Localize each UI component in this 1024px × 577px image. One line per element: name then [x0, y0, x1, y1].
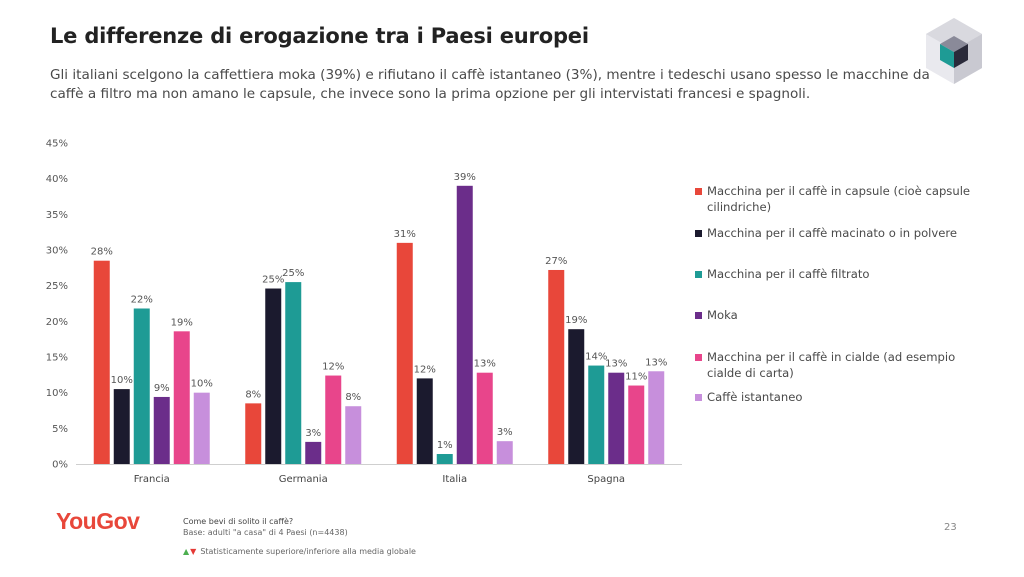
legend-swatch — [695, 188, 702, 195]
bar-data-label: 19% — [171, 317, 193, 328]
bar — [265, 288, 282, 464]
bar-data-label: 31% — [394, 229, 416, 240]
legend-label: Macchina per il caffè in capsule (cioè c… — [707, 184, 971, 214]
y-tick-label: 30% — [46, 246, 68, 257]
bar — [416, 378, 433, 464]
x-tick-label: Francia — [134, 474, 170, 485]
bar-data-label: 27% — [545, 256, 567, 267]
bar-data-label: 3% — [497, 427, 513, 438]
bar-data-label: 1% — [437, 440, 453, 451]
page-title: Le differenze di erogazione tra i Paesi … — [50, 24, 589, 48]
bar — [133, 308, 150, 464]
bar-data-label: 12% — [322, 362, 344, 373]
bar — [285, 282, 302, 464]
bar — [153, 396, 170, 464]
bar — [193, 392, 210, 464]
bar — [345, 406, 362, 464]
bar-data-label: 22% — [131, 294, 153, 305]
y-tick-label: 5% — [52, 424, 68, 435]
bar — [245, 403, 262, 464]
bar-data-label: 25% — [282, 268, 304, 279]
y-tick-label: 35% — [46, 210, 68, 221]
legend-swatch — [695, 354, 702, 361]
bar — [496, 441, 513, 464]
bar — [113, 389, 130, 464]
legend-swatch — [695, 230, 702, 237]
legend-swatch — [695, 271, 702, 278]
y-tick-label: 45% — [46, 139, 68, 150]
y-tick-label: 40% — [46, 174, 68, 185]
isometric-cube-icon — [926, 18, 982, 84]
bar — [325, 375, 342, 464]
legend-item: Moka — [695, 307, 977, 323]
bar — [305, 441, 322, 464]
bar-data-label: 9% — [154, 383, 170, 394]
bar-data-label: 14% — [585, 352, 607, 363]
legend-item: Macchina per il caffè macinato o in polv… — [695, 225, 977, 241]
bar-data-label: 25% — [262, 275, 284, 286]
x-tick-label: Italia — [442, 474, 467, 485]
bar — [648, 371, 665, 464]
bar-data-label: 13% — [474, 359, 496, 370]
bar — [628, 385, 645, 464]
legend-label: Macchina per il caffè filtrato — [707, 267, 870, 281]
bar-data-label: 28% — [91, 247, 113, 258]
y-tick-label: 0% — [52, 460, 68, 471]
y-tick-label: 25% — [46, 281, 68, 292]
bar-group: 28% 10% 22% 9% 19% 10% 8% 25%25% 3% 12% 8% 31% 12% 1%… — [91, 172, 667, 465]
significance-text: Statisticamente superiore/inferiore alla… — [200, 547, 416, 556]
y-axis: 0% 5% 10% 15% 20% 25% 30% 35% 40% 45% — [46, 139, 68, 471]
yougov-logo: YouGov — [56, 508, 140, 534]
legend-label: Macchina per il caffè macinato o in polv… — [707, 226, 958, 240]
y-tick-label: 10% — [46, 388, 68, 399]
y-tick-label: 20% — [46, 317, 68, 328]
legend-swatch — [695, 312, 702, 319]
bar-data-label: 10% — [191, 379, 213, 390]
bar — [568, 329, 585, 464]
bar — [436, 454, 453, 464]
bar-data-label: 8% — [245, 389, 261, 400]
bar-data-label: 8% — [345, 392, 361, 403]
x-axis: Francia Germania Italia Spagna — [76, 464, 682, 485]
bar — [456, 185, 473, 465]
bar-data-label: 13% — [645, 357, 667, 368]
legend-item: Macchina per il caffè in cialde (ad esem… — [695, 349, 977, 381]
legend-item: Macchina per il caffè filtrato — [695, 266, 977, 282]
bar-data-label: 13% — [605, 359, 627, 370]
page-subtitle: Gli italiani scelgono la caffettiera mok… — [50, 67, 930, 102]
bar — [173, 331, 190, 464]
survey-question: Come bevi di solito il caffè? — [183, 517, 294, 526]
bar-data-label: 3% — [305, 428, 321, 439]
triangle-up-icon: ▲ — [183, 547, 190, 556]
triangle-down-icon: ▼ — [190, 547, 197, 556]
legend-item: Macchina per il caffè in capsule (cioè c… — [695, 183, 977, 215]
bar-data-label: 39% — [454, 172, 476, 183]
bar-data-label: 12% — [414, 364, 436, 375]
page-number: 23 — [944, 522, 957, 533]
significance-note: ▲ ▼ Statisticamente superiore/inferiore … — [183, 547, 416, 556]
legend-label: Moka — [707, 308, 738, 322]
x-tick-label: Spagna — [587, 474, 625, 485]
survey-base: Base: adulti "a casa" di 4 Paesi (n=4438… — [183, 528, 348, 537]
x-tick-label: Germania — [279, 474, 328, 485]
y-tick-label: 15% — [46, 353, 68, 364]
bar — [608, 372, 625, 464]
bar — [93, 260, 110, 464]
bar — [476, 372, 493, 464]
bar-data-label: 19% — [565, 315, 587, 326]
bar — [396, 242, 413, 464]
bar-data-label: 10% — [111, 375, 133, 386]
legend-label: Macchina per il caffè in cialde (ad esem… — [707, 350, 956, 380]
legend-label: Caffè istantaneo — [707, 390, 803, 404]
bar — [548, 269, 565, 464]
legend-item: Caffè istantaneo — [695, 389, 977, 405]
legend-swatch — [695, 394, 702, 401]
bar-data-label: 11% — [625, 372, 647, 383]
bar — [588, 365, 605, 464]
